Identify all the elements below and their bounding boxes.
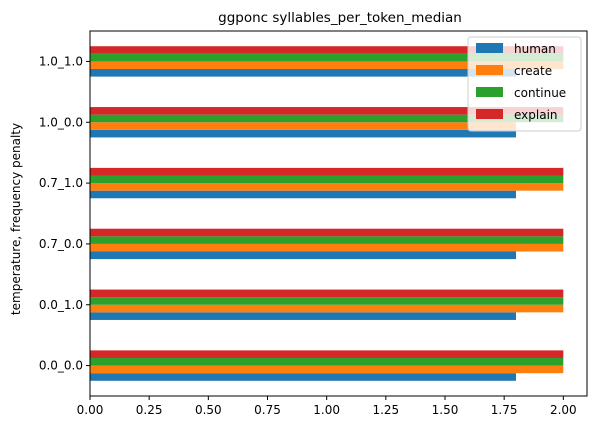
- y-tick-label: 0.0_0.0: [39, 359, 83, 373]
- bar-create-0.0_0.0: [90, 365, 564, 374]
- bar-continue-0.7_0.0: [90, 236, 564, 244]
- bar-human-0.0_0.0: [90, 373, 516, 381]
- legend-box: [467, 36, 582, 132]
- bar-explain-0.7_0.0: [90, 228, 564, 237]
- plot-frame: [89, 30, 588, 397]
- bar-human-0.7_1.0: [90, 190, 516, 199]
- bars-group: [90, 46, 564, 381]
- bar-explain-1.0_1.0: [90, 46, 564, 54]
- x-tick-label: 0.75: [254, 403, 281, 417]
- bar-explain-0.0_1.0: [90, 289, 564, 298]
- y-tick-label: 0.7_1.0: [39, 176, 83, 190]
- bar-continue-0.0_1.0: [90, 297, 564, 305]
- bar-continue-1.0_1.0: [90, 53, 564, 62]
- legend-swatch-explain: [476, 109, 503, 119]
- x-tick-label: 2.00: [550, 403, 577, 417]
- bar-continue-0.0_0.0: [90, 357, 564, 366]
- bar-create-0.7_1.0: [90, 183, 564, 191]
- x-tick-label: 1.00: [313, 403, 340, 417]
- x-tick-label: 0.00: [77, 403, 104, 417]
- x-tick-label: 0.50: [195, 403, 222, 417]
- x-ticks: 0.00 0.25 0.50 0.75 1.00 1.25 1.50 1.75 2.00: [77, 396, 577, 417]
- x-tick-label: 1.50: [432, 403, 459, 417]
- bar-human-1.0_1.0: [90, 69, 516, 77]
- bar-human-0.7_0.0: [90, 251, 516, 260]
- legend-label-human: human: [514, 42, 556, 56]
- legend: human create continue explain: [467, 36, 582, 132]
- legend-label-create: create: [514, 64, 552, 78]
- bar-continue-0.7_1.0: [90, 175, 564, 184]
- y-axis-label: temperature, frequency penalty: [9, 123, 23, 315]
- legend-label-continue: continue: [514, 86, 566, 100]
- y-tick-label: 1.0_1.0: [39, 54, 83, 68]
- x-tick-label: 0.25: [136, 403, 163, 417]
- bar-human-0.0_1.0: [90, 312, 516, 320]
- y-tick-label: 0.7_0.0: [39, 237, 83, 251]
- bar-human-1.0_0.0: [90, 129, 516, 138]
- bar-continue-1.0_0.0: [90, 114, 564, 123]
- bar-create-0.0_1.0: [90, 304, 564, 313]
- legend-swatch-create: [476, 65, 503, 75]
- bar-create-0.7_0.0: [90, 243, 564, 252]
- y-tick-label: 1.0_0.0: [39, 115, 83, 129]
- bar-explain-0.7_1.0: [90, 167, 564, 176]
- bar-create-1.0_0.0: [90, 122, 516, 130]
- bar-create-1.0_1.0: [90, 61, 564, 70]
- legend-swatch-continue: [476, 87, 503, 97]
- legend-swatch-human: [476, 43, 503, 53]
- y-tick-label: 0.0_1.0: [39, 298, 83, 312]
- x-tick-label: 1.25: [372, 403, 399, 417]
- bar-explain-0.0_0.0: [90, 350, 564, 358]
- chart-title: ggponc syllables_per_token_median: [218, 10, 462, 26]
- x-tick-label: 1.75: [491, 403, 518, 417]
- y-ticks: 0.0_0.0 0.0_1.0 0.7_0.0 0.7_1.0 1.0_0.0 1.0_1…: [39, 54, 90, 373]
- bar-explain-1.0_0.0: [90, 107, 564, 115]
- legend-label-explain: explain: [514, 108, 558, 122]
